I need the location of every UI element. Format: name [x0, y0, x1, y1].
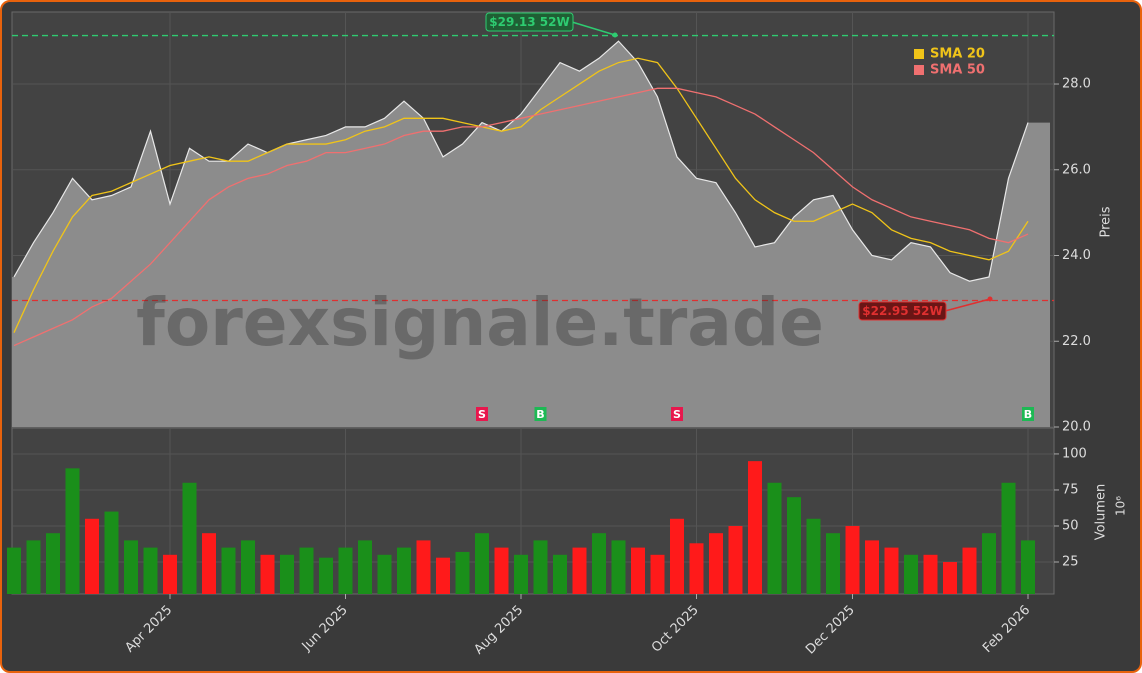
volume-bar [7, 547, 21, 594]
volume-bar [514, 554, 528, 594]
volume-bar [592, 533, 606, 594]
legend-swatch [914, 65, 924, 75]
volume-bar [65, 468, 80, 594]
volume-bar [1021, 540, 1035, 594]
price-area [12, 41, 1050, 427]
volume-bar [26, 540, 41, 594]
volume-bar [358, 540, 372, 594]
volume-bar [1001, 482, 1016, 594]
volume-bar [397, 547, 411, 594]
volume-bar [475, 533, 489, 594]
price-line [13, 40, 1029, 282]
volume-bar [650, 554, 665, 594]
volume-bar [280, 554, 294, 594]
y-tick-label: 24.0 [1062, 248, 1091, 263]
signal-label: B [536, 408, 544, 421]
volume-bar [202, 533, 216, 594]
y-tick-label: 28.0 [1062, 77, 1091, 92]
volume-axis-label: Volumen [1094, 484, 1109, 541]
annotation-arrow [944, 298, 991, 312]
signal-marker [534, 407, 547, 421]
y-tick-label: 25 [1062, 555, 1079, 570]
annotation-arrow-head [987, 296, 993, 302]
volume-bar [728, 525, 743, 594]
volume-bar [631, 547, 645, 594]
volume-bar [241, 540, 255, 594]
volume-unit: 10⁶ [1114, 496, 1128, 516]
volume-bar [221, 547, 236, 594]
signal-label: S [673, 408, 681, 421]
annotation-arrow-head [612, 32, 618, 38]
volume-bar [865, 540, 879, 594]
volume-bar [416, 540, 431, 594]
volume-bar [104, 511, 119, 594]
y-axis-label: Preis [1099, 206, 1114, 237]
volume-bar [553, 554, 567, 594]
volume-bar [845, 525, 860, 594]
y-tick-label: 20.0 [1062, 420, 1091, 435]
volume-bar [767, 482, 782, 594]
volume-bar [260, 554, 275, 594]
volume-bar [943, 562, 957, 594]
volume-bar [182, 482, 197, 594]
watermark: forexsignale.trade [136, 284, 824, 361]
y-tick-label: 75 [1062, 482, 1079, 497]
legend-label: SMA 50 [930, 63, 985, 78]
volume-bar [436, 557, 450, 594]
volume-bar [962, 547, 977, 594]
volume-bar [670, 518, 684, 594]
volume-bar [806, 518, 821, 594]
volume-bar [85, 518, 99, 594]
volume-bar [572, 547, 587, 594]
volume-bar [709, 533, 723, 594]
volume-bar [143, 547, 158, 594]
volume-bar [904, 554, 918, 594]
volume-bar [748, 461, 762, 594]
volume-bar [787, 497, 801, 594]
y-tick-label: 100 [1062, 446, 1087, 461]
volume-bar [299, 547, 314, 594]
volume-bar [455, 551, 470, 594]
signal-marker [476, 407, 488, 421]
volume-bar [338, 547, 353, 594]
volume-bar [46, 533, 60, 594]
volume-bar [826, 533, 840, 594]
volume-bar [923, 554, 938, 594]
y-tick-label: 22.0 [1062, 334, 1091, 349]
y-tick-label: 50 [1062, 518, 1079, 533]
volume-bar [533, 540, 548, 594]
sma-line [13, 57, 1029, 333]
volume-bar [611, 540, 626, 594]
signal-label: B [1024, 408, 1032, 421]
volume-bar [319, 557, 333, 594]
annotation-arrow [571, 21, 616, 36]
annotation-text: $29.13 52W [489, 15, 569, 29]
legend-label: SMA 20 [930, 47, 985, 62]
volume-bar [494, 547, 509, 594]
legend-swatch [914, 49, 924, 59]
volume-bar [377, 554, 392, 594]
volume-bar [689, 543, 704, 594]
signal-marker [671, 407, 683, 421]
volume-bar [884, 547, 899, 594]
signal-marker [1022, 407, 1034, 421]
volume-bar [124, 540, 138, 594]
sma-line [13, 87, 1029, 347]
signal-label: S [478, 408, 486, 421]
annotation-box [485, 12, 574, 32]
annotation-box [858, 301, 947, 321]
volume-bar [163, 554, 177, 594]
annotation-text: $22.95 52W [862, 304, 942, 318]
y-tick-label: 26.0 [1062, 162, 1091, 177]
volume-bar [982, 533, 996, 594]
